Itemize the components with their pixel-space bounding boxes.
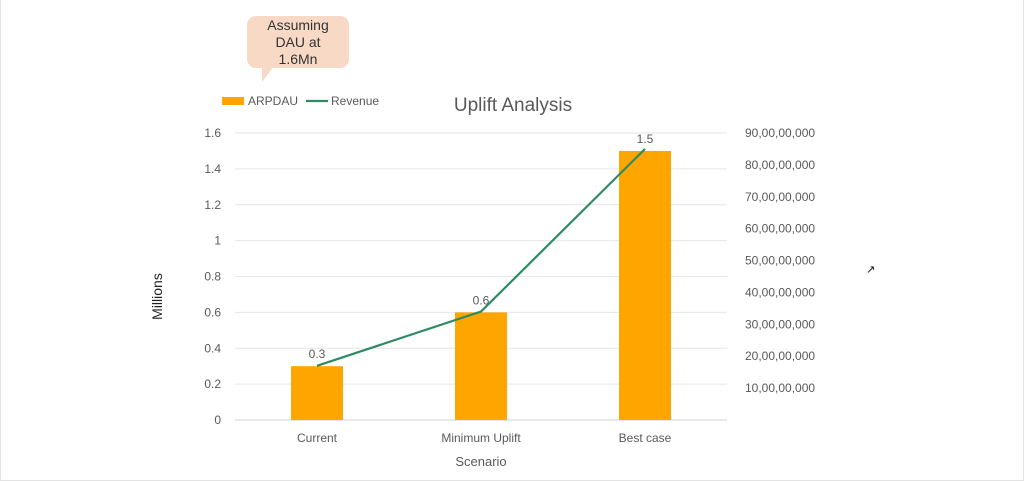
y-tick-label: 0.4	[204, 341, 221, 355]
y2-tick-label: 90,00,00,000	[745, 126, 815, 140]
y2-tick-label: 70,00,00,000	[745, 190, 815, 204]
y-tick-label: 0	[214, 413, 221, 427]
revenue-line	[316, 148, 646, 367]
legend-label-revenue: Revenue	[331, 94, 379, 108]
y-tick-label: 1.4	[204, 162, 221, 176]
y2-tick-label: 80,00,00,000	[745, 158, 815, 172]
bar-current	[291, 366, 343, 420]
y-tick-label: 1.2	[204, 198, 221, 212]
y-tick-label: 0.6	[204, 305, 221, 319]
bar-data-label: 1.5	[637, 132, 654, 146]
y2-tick-label: 40,00,00,000	[745, 285, 815, 299]
y-tick-label: 1.6	[204, 126, 221, 140]
callout-tail	[262, 66, 274, 82]
bar-best-case	[619, 150, 671, 420]
y-axis-title: Millions	[149, 273, 165, 320]
x-tick-label: Best case	[619, 431, 672, 445]
x-tick-label: Minimum Uplift	[441, 431, 521, 445]
y2-tick-label: 10,00,00,000	[745, 381, 815, 395]
legend-swatch-arpdau	[222, 97, 244, 105]
x-tick-label: Current	[297, 431, 338, 445]
legend-label-arpdau: ARPDAU	[248, 94, 298, 108]
y2-tick-label: 50,00,00,000	[745, 254, 815, 268]
y-tick-label: 0.8	[204, 270, 221, 284]
x-axis-title: Scenario	[455, 454, 506, 469]
y2-tick-label: 60,00,00,000	[745, 222, 815, 236]
bar-minimum-uplift	[455, 312, 507, 420]
bar-data-label: 0.3	[309, 347, 326, 361]
y-tick-label: 0.2	[204, 377, 221, 391]
y2-tick-label: 20,00,00,000	[745, 349, 815, 363]
resize-cursor-icon: ↗	[866, 264, 876, 276]
callout-text: Assuming DAU at 1.6Mn	[267, 16, 329, 67]
dau-assumption-callout: Assuming DAU at 1.6Mn	[247, 16, 349, 68]
y-tick-label: 1	[214, 234, 221, 248]
chart-title: Uplift Analysis	[454, 95, 572, 116]
bar-data-label: 0.6	[473, 293, 490, 307]
y2-tick-label: 30,00,00,000	[745, 317, 815, 331]
